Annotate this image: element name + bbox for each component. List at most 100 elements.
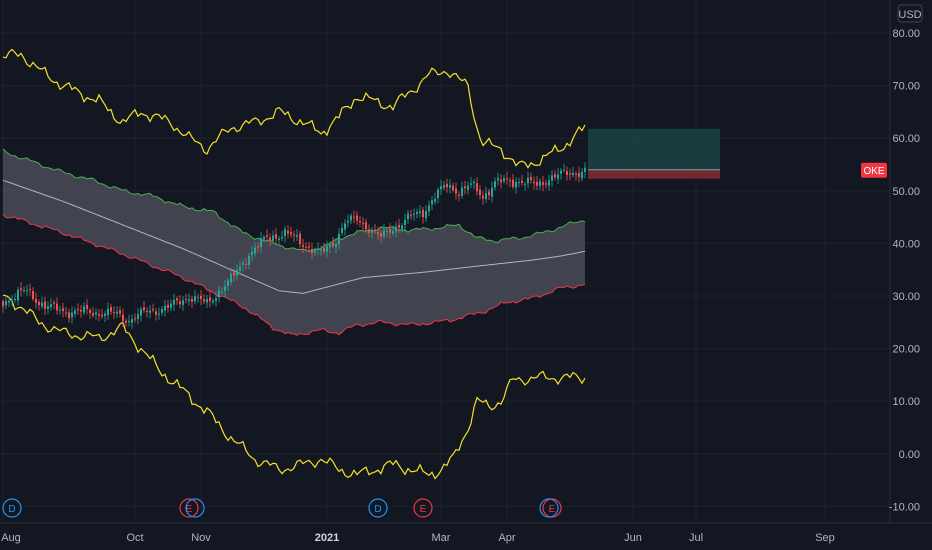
candle [431,195,433,211]
candle [83,302,85,316]
candle-body [122,314,124,321]
candle [356,211,358,225]
candle-body [23,289,25,291]
candle-body [410,215,412,217]
candle [521,174,523,186]
candle [197,293,199,303]
x-tick-label: Aug [1,532,21,544]
candle-body [107,308,109,316]
candle [167,299,169,313]
candle-body [437,189,439,199]
candle [386,228,388,238]
candle-body [320,249,322,251]
candle [50,298,52,311]
candle [191,295,193,309]
candle [500,174,502,189]
candle [407,209,409,225]
candle [32,287,34,302]
candle-body [143,307,145,311]
candle [2,299,4,313]
candle-body [335,243,337,248]
earnings-marker-circle [413,498,433,518]
candle-body [485,193,487,200]
candle-body [575,173,577,175]
candle [527,171,529,189]
dividend-marker[interactable]: D [2,498,22,518]
candle-body [38,301,40,305]
currency-button[interactable]: USD [897,4,923,23]
candle-body [233,272,235,276]
candle [410,209,412,220]
candle [578,166,580,183]
candle [335,240,337,254]
risk-reward-zones[interactable] [588,128,720,179]
candle [491,181,493,203]
candle [506,171,508,185]
price-axis[interactable]: 80.00 70.00 60.00 50.00 40.00 30.00 20.00 10.00… [889,28,920,513]
y-tick-label: 20.00 [892,344,920,356]
candle-body [479,189,481,196]
candle-body [272,235,274,241]
candle-body [248,256,250,265]
candle-body [563,169,565,171]
x-tick-label: Jun [624,532,642,544]
candle-body [32,291,34,300]
candle-body [224,286,226,291]
x-tick-label: Oct [126,532,143,544]
stop-zone[interactable] [588,169,720,179]
candle-body [56,303,58,311]
time-axis[interactable]: Aug Oct Nov 2021 Mar Apr Jun Jul Sep [1,532,835,544]
candle-body [443,185,445,188]
candle [512,173,514,190]
candle [161,305,163,316]
candle-body [368,230,370,233]
candle-body [530,176,532,181]
candle [434,192,436,205]
candle-body [386,230,388,232]
candle-body [101,314,103,317]
candle-body [284,229,286,237]
inner-upper-band-line [2,148,586,252]
candle [461,181,463,199]
candle [245,257,247,269]
candle-body [404,219,406,226]
candle-body [17,289,19,301]
candle-body [338,234,340,244]
candle [164,300,166,317]
candle [398,218,400,234]
candle [179,295,181,309]
candle [503,174,505,184]
candle [221,286,223,295]
candle [26,284,28,297]
candle-body [293,234,295,236]
dividend-marker[interactable]: D [368,498,388,518]
candle-body [185,299,187,301]
candle-body [230,274,232,283]
earnings-marker[interactable]: E [179,498,199,518]
candle [404,213,406,232]
candle [92,306,94,318]
candle-body [164,305,166,311]
candle [134,313,136,323]
candle-body [302,245,304,247]
candle-body [251,251,253,255]
candle [14,293,16,303]
candle [374,223,376,234]
candle [545,179,547,189]
y-tick-label: 30.00 [892,291,920,303]
candle-body [8,300,10,303]
candle [116,306,118,319]
candle [146,307,148,318]
y-tick-label: 10.00 [892,396,920,408]
outer-lower-band-line [2,294,586,480]
earnings-marker[interactable]: E [413,498,433,518]
target-zone[interactable] [588,128,720,170]
candle-body [158,313,160,315]
candle-body [80,310,82,312]
symbol-price-badge: OKE [861,162,887,178]
candle [452,182,454,193]
candle-body [98,313,100,316]
candle [5,294,7,310]
